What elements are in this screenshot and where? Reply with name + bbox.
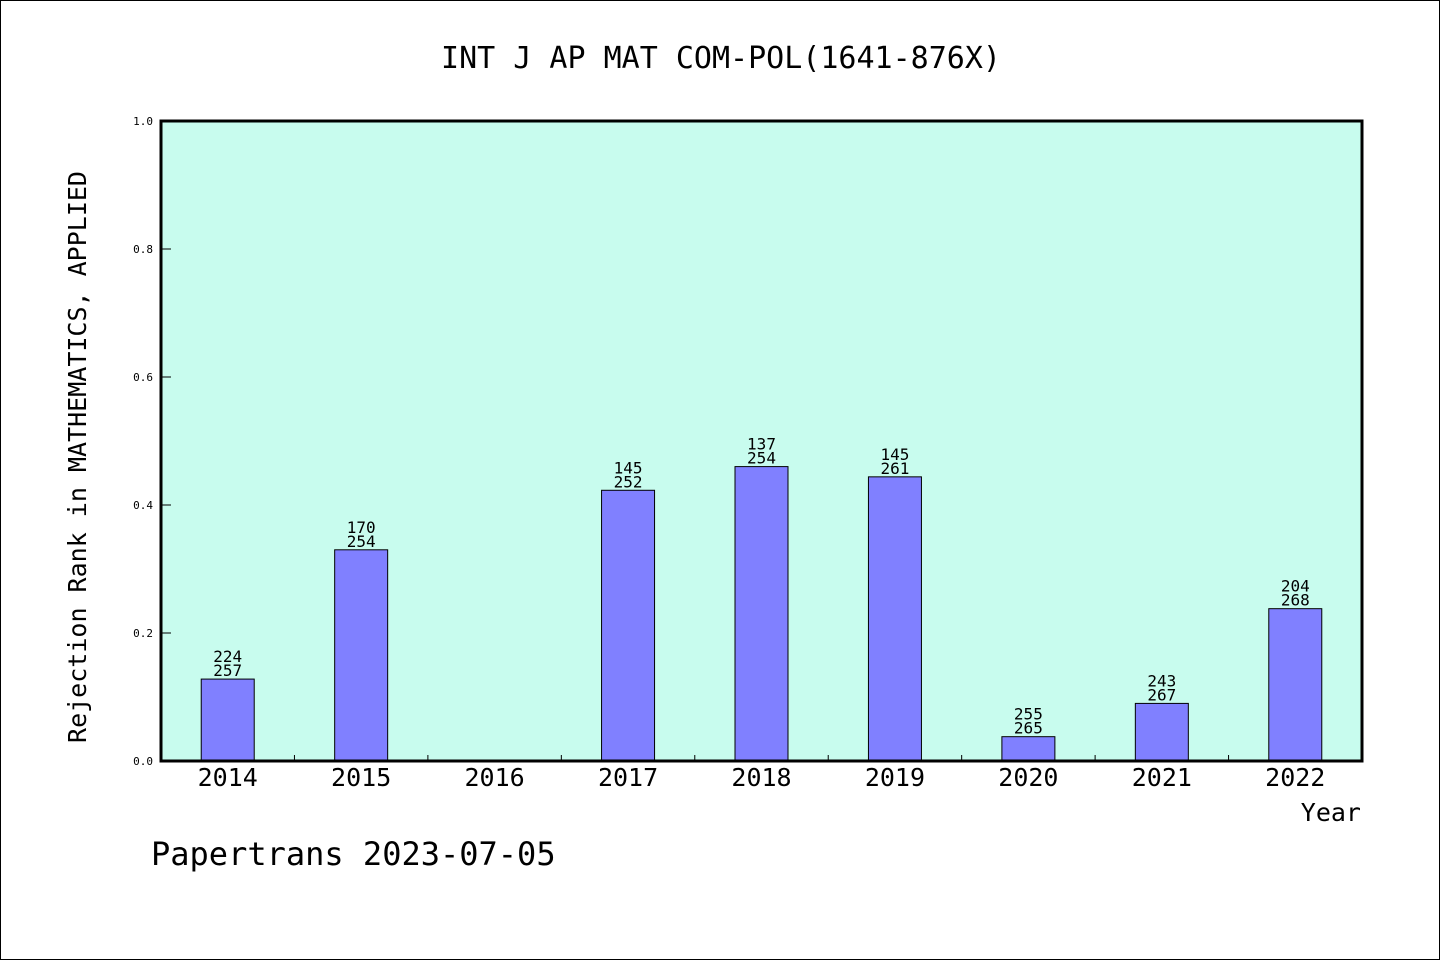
y-tick-label: 0.4 <box>133 499 153 512</box>
y-tick-label: 0.8 <box>133 243 153 256</box>
y-tick-label: 0.6 <box>133 371 153 384</box>
bar-label-bottom: 254 <box>347 532 376 551</box>
plot-border <box>159 119 1364 763</box>
x-axis-label: Year <box>1301 798 1361 827</box>
bar-label-top: 145 <box>880 445 909 464</box>
bar-label-bottom: 257 <box>213 661 242 680</box>
x-tick-label: 2014 <box>198 763 258 792</box>
x-tick-label: 2020 <box>998 763 1058 792</box>
y-tick-label: 0.2 <box>133 627 153 640</box>
y-tick-label: 1.0 <box>133 115 153 128</box>
bar <box>1134 702 1189 762</box>
y-tick-label: 0.0 <box>133 755 153 768</box>
bar <box>334 549 389 762</box>
bar <box>601 489 656 762</box>
x-tick-label: 2015 <box>331 763 391 792</box>
x-axis-ticks: 2014 2015 2016 2017 2018 2019 2020 2021 2022 <box>198 755 1325 792</box>
bar-label-bottom: 268 <box>1281 591 1310 610</box>
x-tick-label: 2019 <box>865 763 925 792</box>
bar <box>734 466 789 762</box>
bar <box>200 678 255 762</box>
bar-label-bottom: 254 <box>747 449 776 468</box>
bar-label-top: 255 <box>1014 705 1043 724</box>
y-axis-label: Rejection Rank in MATHEMATICS, APPLIED <box>63 171 92 743</box>
bar-label-top: 243 <box>1147 671 1176 690</box>
bar-label-top: 145 <box>614 458 643 477</box>
bar-label-bottom: 265 <box>1014 719 1043 738</box>
bar-label-top: 170 <box>347 518 376 537</box>
bar <box>1268 608 1323 762</box>
chart-title: INT J AP MAT COM-POL(1641-876X) <box>441 41 1001 76</box>
bar-label-bottom: 261 <box>880 459 909 478</box>
x-tick-label: 2021 <box>1132 763 1192 792</box>
x-tick-label: 2017 <box>598 763 658 792</box>
bar-label-top: 224 <box>213 647 242 666</box>
x-tick-label: 2022 <box>1265 763 1325 792</box>
y-axis-ticks: 0.0 0.2 0.4 0.6 0.8 1.0 <box>133 115 171 768</box>
bar-label-bottom: 252 <box>614 472 643 491</box>
bar-label-top: 137 <box>747 435 776 454</box>
footer-text: Papertrans 2023-07-05 <box>151 835 556 873</box>
bar <box>1001 736 1056 762</box>
bars-group <box>200 466 1323 762</box>
bar-label-bottom: 267 <box>1147 685 1176 704</box>
bar <box>867 476 922 762</box>
x-tick-label: 2018 <box>731 763 791 792</box>
bar-label-top: 204 <box>1281 577 1310 596</box>
x-tick-label: 2016 <box>465 763 525 792</box>
